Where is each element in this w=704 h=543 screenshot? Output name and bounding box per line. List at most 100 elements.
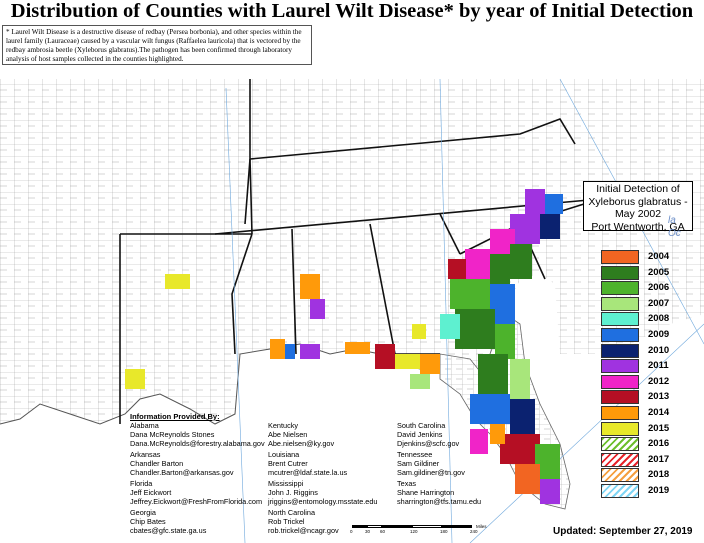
scale-tick-label: 120 — [410, 529, 418, 534]
legend-swatch — [601, 312, 639, 327]
scale-tick-label: 30 — [365, 529, 371, 534]
provider-state: Tennessee — [397, 450, 433, 459]
provider-email[interactable]: Abe.nielsen@ky.gov — [268, 438, 335, 448]
legend-swatch — [601, 437, 639, 452]
provider-name: Dana McReynolds Stones — [130, 429, 215, 439]
providers-heading: Information Provided By: — [130, 412, 220, 421]
provider-email[interactable]: rob.trickel@ncagr.gov — [268, 525, 339, 535]
provider-state: Mississippi — [268, 479, 304, 488]
provider-email[interactable]: sharrington@tfs.tamu.edu — [397, 496, 482, 506]
legend-item: 2004 — [601, 250, 701, 265]
provider-name: Chip Bates — [130, 516, 166, 526]
provider-name: Jeff Eickwort — [130, 487, 172, 497]
legend-item: 2005 — [601, 265, 701, 281]
provider-entry: Arkansas Chandler Barton Chandler.Barton@a… — [130, 450, 290, 477]
provider-state: Louisiana — [268, 450, 300, 459]
legend-year: 2012 — [648, 375, 670, 387]
legend-swatch — [601, 452, 639, 467]
legend-year: 2005 — [648, 266, 670, 278]
affected-counties — [125, 189, 563, 504]
provider-name: Chandler Barton — [130, 458, 184, 468]
provider-state: South Carolina — [397, 421, 446, 430]
provider-entry: North Carolina Rob Trickel rob.trickel@nca… — [268, 508, 428, 535]
provider-state: North Carolina — [268, 508, 316, 517]
ocean-label-line: la — [668, 215, 676, 226]
provider-entry: Alabama Dana McReynolds Stones Dana.McReyn… — [130, 421, 290, 448]
legend-swatch — [601, 390, 639, 405]
legend-item: 2018 — [601, 468, 701, 483]
disease-note: * Laurel Wilt Disease is a destructive d… — [2, 25, 312, 65]
scale-tick-label: 240 — [470, 529, 478, 534]
scale-segment — [367, 525, 382, 528]
legend-year: 2018 — [648, 469, 670, 481]
legend-swatch — [601, 421, 639, 436]
legend-year: 2004 — [648, 251, 670, 262]
legend-swatch — [601, 359, 639, 374]
legend-year: 2019 — [648, 485, 670, 496]
legend-year: 2015 — [648, 422, 670, 434]
provider-state: Texas — [397, 479, 417, 488]
provider-email[interactable]: Dana.McReynolds@forestry.alabama.gov — [130, 438, 265, 448]
provider-entry: South Carolina David Jenkins Djenkins@scfc… — [397, 421, 557, 448]
scale-segment — [412, 525, 442, 528]
legend-swatch — [601, 281, 639, 296]
legend-swatch — [601, 374, 639, 389]
provider-entry: Texas Shane Harrington sharrington@tfs.tam… — [397, 479, 557, 506]
legend-swatch — [601, 296, 639, 311]
scale-segment — [352, 525, 367, 528]
provider-name: Sam Gildiner — [397, 458, 440, 468]
legend-swatch — [601, 250, 639, 264]
legend-swatch — [601, 343, 639, 358]
provider-state: Georgia — [130, 508, 156, 517]
legend-swatch — [601, 484, 639, 498]
initial-detection-callout: Initial Detection of Xyleborus glabratus… — [583, 181, 693, 233]
legend-swatch — [601, 265, 639, 280]
provider-email[interactable]: jriggins@entomology.msstate.edu — [268, 496, 378, 506]
provider-name: Rob Trickel — [268, 516, 305, 526]
updated-date: Updated: September 27, 2019 — [553, 526, 693, 537]
provider-email[interactable]: Djenkins@scfc.gov — [397, 438, 460, 448]
legend-item: 2009 — [601, 328, 701, 343]
county-map — [0, 78, 704, 543]
legend-year: 2014 — [648, 407, 670, 418]
legend-year: 2007 — [648, 297, 670, 309]
provider-state: Arkansas — [130, 450, 161, 459]
legend-item: 2019 — [601, 484, 701, 499]
provider-state: Kentucky — [268, 421, 299, 430]
provider-email[interactable]: cbates@gfc.state.ga.us — [130, 525, 207, 535]
legend-year: 2017 — [648, 453, 670, 465]
provider-email[interactable]: mcutrer@ldaf.state.la.us — [268, 467, 348, 477]
provider-name: David Jenkins — [397, 429, 443, 439]
provider-name: Abe Nielsen — [268, 429, 308, 439]
provider-email[interactable]: Sam.gildiner@tn.gov — [397, 467, 465, 477]
legend-year: 2008 — [648, 313, 670, 325]
provider-entry: Tennessee Sam Gildiner Sam.gildiner@tn.gov — [397, 450, 557, 477]
callout-line: Port Wentworth, GA — [591, 220, 685, 233]
ocean-label: la Oc — [668, 214, 702, 240]
legend-item: 2012 — [601, 374, 701, 390]
scale-unit: Miles — [476, 524, 487, 529]
provider-state: Alabama — [130, 421, 159, 430]
legend-year: 2009 — [648, 329, 670, 340]
provider-state: Florida — [130, 479, 153, 488]
legend-item: 2017 — [601, 452, 701, 468]
provider-email[interactable]: Chandler.Barton@arkansas.gov — [130, 467, 234, 477]
information-providers: Information Provided By: Alabama Dana McR… — [130, 412, 610, 540]
callout-line: Initial Detection of — [596, 183, 680, 195]
provider-email[interactable]: Jeffrey.Eickwort@FreshFromFlorida.com — [130, 496, 263, 506]
callout-line: Xyleborus glabratus - — [588, 195, 688, 208]
legend-item: 2007 — [601, 296, 701, 312]
legend-year: 2010 — [648, 344, 670, 356]
legend-item: 2008 — [601, 312, 701, 327]
provider-entry: Mississippi John J. Riggins jriggins@entom… — [268, 479, 428, 506]
provider-name: John J. Riggins — [268, 487, 318, 497]
scale-segment — [442, 525, 472, 528]
legend-item: 2010 — [601, 343, 701, 359]
legend-item: 2014 — [601, 406, 701, 421]
scale-segment — [382, 525, 412, 528]
provider-entry: Florida Jeff Eickwort Jeffrey.Eickwort@Fre… — [130, 479, 290, 506]
scale-tick-label: 0 — [350, 529, 353, 534]
provider-name: Shane Harrington — [397, 487, 455, 497]
provider-name: Brent Cutrer — [268, 458, 308, 468]
legend-item: 2015 — [601, 421, 701, 437]
